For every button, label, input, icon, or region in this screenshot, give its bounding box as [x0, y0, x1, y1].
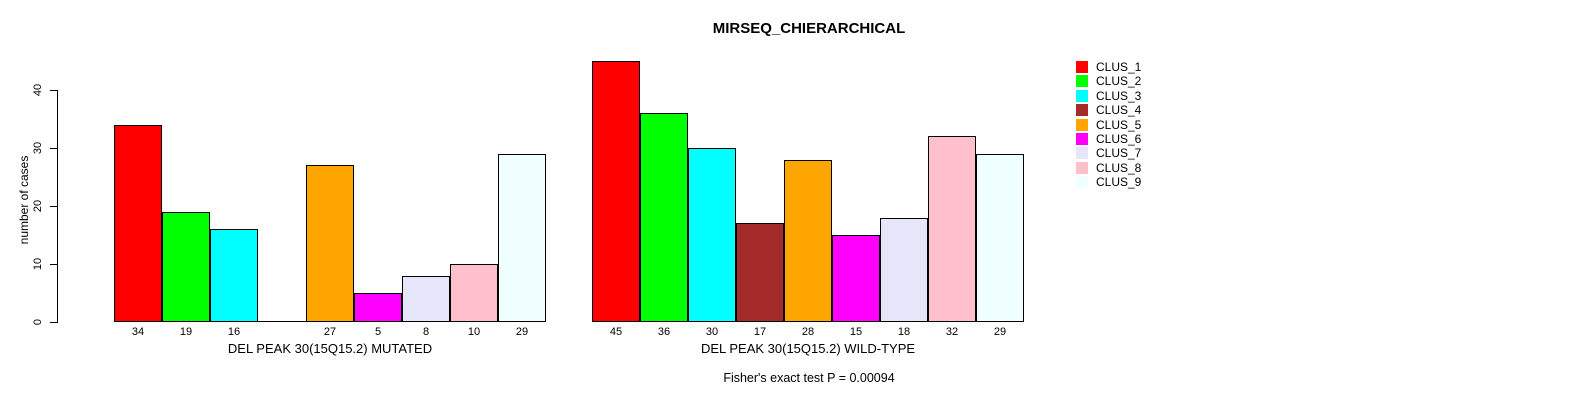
legend-label: CLUS_1	[1096, 60, 1142, 74]
y-axis-title: number of cases	[17, 155, 31, 245]
x-axis-title-wildtype: DEL PEAK 30(15Q15.2) WILD-TYPE	[700, 341, 916, 356]
legend-swatch	[1076, 104, 1088, 116]
y-tick	[50, 264, 57, 265]
legend-label: CLUS_5	[1096, 118, 1142, 132]
y-axis-line	[57, 90, 58, 323]
y-tick	[50, 206, 57, 207]
bar-value-label: 27	[323, 326, 337, 338]
legend-label: CLUS_4	[1096, 103, 1142, 117]
bar	[976, 154, 1024, 322]
y-tick-label: 20	[32, 199, 44, 213]
legend-swatch	[1076, 75, 1088, 87]
bar	[784, 160, 832, 322]
bar-zero-baseline	[258, 321, 306, 322]
bar-value-label: 8	[422, 326, 430, 338]
bar	[210, 229, 258, 322]
legend: CLUS_1 CLUS_2 CLUS_3 CLUS_4 CLUS_5 CLUS_6 CLUS…	[1076, 60, 1196, 200]
bar-value-label: 45	[609, 326, 623, 338]
bar-value-label: 29	[515, 326, 529, 338]
fisher-test-annotation: Fisher's exact test P = 0.00094	[723, 371, 895, 385]
y-tick-label: 30	[32, 141, 44, 155]
bar	[162, 212, 210, 322]
bar	[306, 165, 354, 322]
y-tick-label: 10	[32, 257, 44, 271]
legend-label: CLUS_8	[1096, 161, 1142, 175]
bar-value-label: 29	[993, 326, 1007, 338]
legend-item: CLUS_6	[1076, 132, 1141, 146]
legend-item: CLUS_1	[1076, 60, 1141, 74]
x-axis-title-mutated: DEL PEAK 30(15Q15.2) MUTATED	[227, 341, 433, 356]
legend-item: CLUS_4	[1076, 103, 1141, 117]
y-tick	[50, 90, 57, 91]
y-tick-label: 0	[32, 318, 44, 326]
legend-swatch	[1076, 133, 1088, 145]
legend-item: CLUS_8	[1076, 161, 1141, 175]
legend-swatch	[1076, 147, 1088, 159]
bar-value-label: 30	[705, 326, 719, 338]
legend-label: CLUS_7	[1096, 146, 1142, 160]
legend-swatch	[1076, 61, 1088, 73]
bar-value-label: 18	[897, 326, 911, 338]
legend-label: CLUS_6	[1096, 132, 1142, 146]
y-tick-label: 40	[32, 83, 44, 97]
bar-value-label: 34	[131, 326, 145, 338]
y-tick	[50, 322, 57, 323]
bar-value-label: 16	[227, 326, 241, 338]
legend-label: CLUS_2	[1096, 74, 1142, 88]
y-tick	[50, 148, 57, 149]
bar-value-label: 32	[945, 326, 959, 338]
bar	[880, 218, 928, 322]
bar-value-label: 15	[849, 326, 863, 338]
bar	[688, 148, 736, 322]
legend-label: CLUS_9	[1096, 175, 1142, 189]
chart-title: MIRSEQ_CHIERARCHICAL	[712, 20, 906, 37]
bar	[736, 223, 784, 322]
bar-value-label: 19	[179, 326, 193, 338]
bar-value-label: 10	[467, 326, 481, 338]
bar	[114, 125, 162, 322]
bar	[640, 113, 688, 322]
bar-value-label: 36	[657, 326, 671, 338]
bar	[402, 276, 450, 322]
legend-item: CLUS_7	[1076, 146, 1141, 160]
legend-swatch	[1076, 90, 1088, 102]
bar	[450, 264, 498, 322]
bar	[354, 293, 402, 322]
legend-label: CLUS_3	[1096, 89, 1142, 103]
bar	[928, 136, 976, 322]
legend-item: CLUS_9	[1076, 175, 1141, 189]
bar-value-label: 5	[374, 326, 382, 338]
legend-swatch	[1076, 162, 1088, 174]
legend-item: CLUS_2	[1076, 74, 1141, 88]
bar-value-label: 17	[753, 326, 767, 338]
bar	[592, 61, 640, 322]
bar	[832, 235, 880, 322]
legend-item: CLUS_3	[1076, 89, 1141, 103]
bar-value-label: 28	[801, 326, 815, 338]
bar	[498, 154, 546, 322]
legend-swatch	[1076, 176, 1088, 188]
legend-item: CLUS_5	[1076, 118, 1141, 132]
legend-swatch	[1076, 119, 1088, 131]
